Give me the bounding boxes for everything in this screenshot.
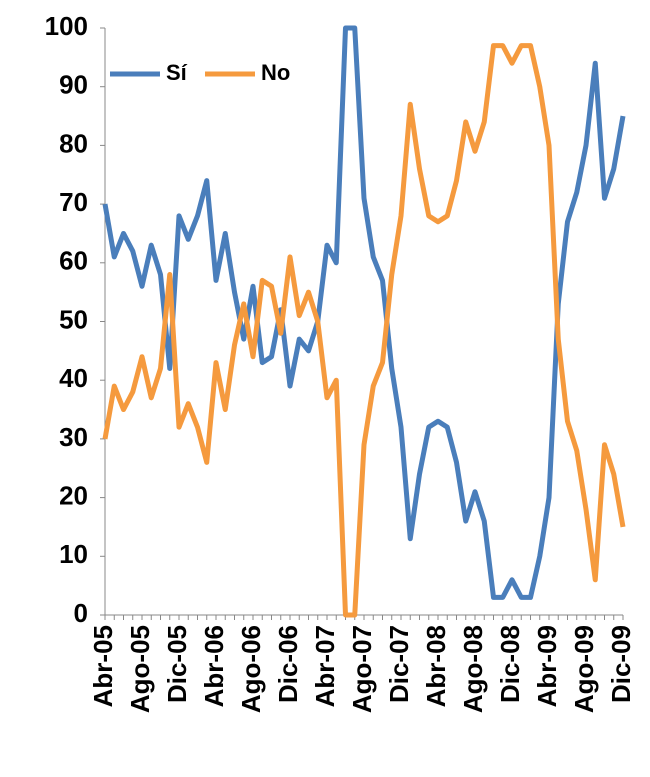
x-tick-label: Dic-08: [495, 625, 525, 703]
y-tick-label: 90: [59, 70, 88, 100]
y-tick-label: 0: [74, 598, 88, 628]
x-tick-label: Abr-06: [199, 625, 229, 707]
y-tick-label: 70: [59, 187, 88, 217]
y-tick-label: 40: [59, 363, 88, 393]
series-line: [102, 25, 626, 600]
legend-label: No: [261, 60, 290, 85]
x-tick-label: Abr-07: [310, 625, 340, 707]
x-tick-label: Ago-05: [125, 625, 155, 713]
x-tick-label: Ago-08: [458, 625, 488, 713]
x-tick-label: Ago-07: [347, 625, 377, 713]
y-tick-label: 50: [59, 304, 88, 334]
x-tick-label: Dic-07: [384, 625, 414, 703]
x-tick-label: Dic-05: [162, 625, 192, 703]
y-tick-label: 100: [45, 11, 88, 41]
y-tick-label: 10: [59, 539, 88, 569]
y-tick-label: 30: [59, 422, 88, 452]
legend-label: Sí: [166, 60, 188, 85]
x-tick-label: Abr-08: [421, 625, 451, 707]
y-tick-label: 20: [59, 480, 88, 510]
x-tick-label: Dic-09: [606, 625, 636, 703]
x-tick-label: Dic-06: [273, 625, 303, 703]
x-tick-label: Ago-06: [236, 625, 266, 713]
y-tick-label: 80: [59, 128, 88, 158]
y-tick-label: 60: [59, 246, 88, 276]
x-tick-label: Abr-05: [88, 625, 118, 707]
x-tick-label: Abr-09: [532, 625, 562, 707]
x-tick-label: Ago-09: [569, 625, 599, 713]
series-line: [102, 43, 626, 618]
